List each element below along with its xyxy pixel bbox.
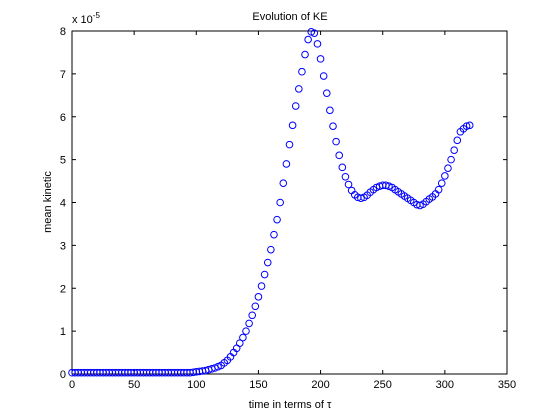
data-point <box>298 67 306 76</box>
data-point <box>263 258 272 267</box>
data-point <box>319 72 328 80</box>
data-point <box>276 198 284 207</box>
data-point <box>437 179 446 188</box>
y-tick-label: 1 <box>60 326 66 338</box>
x-tick-label: 0 <box>69 379 75 391</box>
data-point <box>450 146 458 154</box>
y-tick-label: 2 <box>60 283 66 295</box>
x-tick-label: 300 <box>436 379 454 391</box>
data-point <box>465 121 474 130</box>
x-tick-label: 250 <box>374 379 392 391</box>
data-point <box>273 215 281 224</box>
data-point <box>462 122 471 130</box>
data-point <box>329 122 337 130</box>
x-tick-label: 100 <box>187 379 205 391</box>
data-point <box>313 40 322 48</box>
data-point <box>267 245 275 254</box>
data-point <box>332 137 340 146</box>
data-point <box>248 311 257 320</box>
data-point <box>254 293 263 301</box>
y-multiplier: x 10-5 <box>72 11 100 26</box>
y-tick-label: 5 <box>60 155 66 167</box>
data-point <box>338 163 347 172</box>
data-point <box>301 50 309 59</box>
data-point <box>344 180 353 189</box>
data-point <box>282 160 291 168</box>
data-point <box>260 270 269 279</box>
data-point <box>304 35 312 44</box>
data-point <box>322 89 331 97</box>
y-tick-label: 8 <box>60 26 66 38</box>
data-point <box>235 339 244 347</box>
x-tick-label: 50 <box>128 379 140 391</box>
y-tick-label: 0 <box>60 369 66 381</box>
data-point <box>270 230 278 239</box>
x-tick-label: 150 <box>249 379 267 391</box>
data-point <box>245 319 253 328</box>
data-point <box>434 185 443 194</box>
y-tick-label: 7 <box>60 69 66 81</box>
data-point <box>288 121 297 130</box>
data-point <box>447 155 455 164</box>
data-point <box>239 333 247 342</box>
data-point <box>285 140 294 149</box>
chart-title: Evolution of KE <box>252 11 327 23</box>
x-axis-label: time in terms of τ <box>249 399 332 411</box>
multiplier-base: x 10 <box>72 14 93 26</box>
data-point <box>316 55 325 63</box>
x-tick-label: 350 <box>498 379 516 391</box>
y-tick-label: 4 <box>60 198 66 210</box>
y-tick-label: 6 <box>60 112 66 124</box>
y-tick-label: 3 <box>60 240 66 252</box>
multiplier-exponent: -5 <box>93 11 101 20</box>
data-point <box>341 172 350 181</box>
data-point <box>242 327 250 335</box>
x-tick-label: 200 <box>311 379 329 391</box>
data-point <box>251 302 260 311</box>
data-point <box>444 164 452 172</box>
data-point <box>441 172 449 180</box>
data-point <box>279 179 288 188</box>
data-point <box>310 29 319 37</box>
data-point <box>335 151 344 160</box>
data-point <box>453 136 462 145</box>
axes-box <box>71 30 508 375</box>
data-point <box>326 106 334 115</box>
data-point <box>357 194 365 203</box>
data-point <box>257 282 266 290</box>
y-axis-label: mean kinetic <box>42 171 54 233</box>
data-point <box>291 102 300 110</box>
data-point <box>295 85 303 93</box>
